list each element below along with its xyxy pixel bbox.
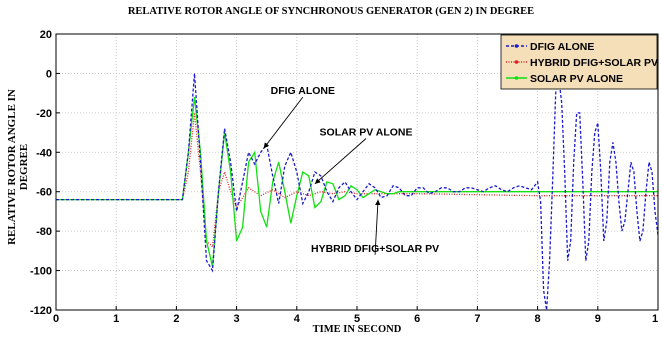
x-tick-label: 5	[354, 313, 360, 325]
chart-title: RELATIVE ROTOR ANGLE OF SYNCHRONOUS GENE…	[127, 6, 535, 17]
x-tick-label: 2	[173, 313, 179, 325]
legend-label: HYBRID DFIG+SOLAR PV	[530, 57, 658, 69]
x-tick-label: 8	[535, 313, 541, 325]
x-tick-label: 0	[53, 313, 59, 325]
y-tick-label: -40	[36, 147, 52, 159]
y-tick-label: -60	[36, 187, 52, 199]
legend-marker	[514, 76, 519, 80]
y-tick-label: -100	[30, 266, 52, 278]
x-tick-label: 6	[414, 313, 420, 325]
x-axis-label: TIME IN SECOND	[312, 324, 402, 335]
y-tick-label: -20	[36, 108, 52, 120]
x-tick-label: 4	[294, 313, 301, 325]
legend-label: DFIG ALONE	[530, 41, 594, 53]
annotation-arrow	[314, 138, 367, 185]
annotation-arrow	[263, 96, 304, 149]
x-tick-label: 1	[113, 313, 119, 325]
annotation-label: DFIG ALONE	[271, 85, 335, 97]
legend-marker	[514, 60, 519, 64]
axes-frame	[55, 33, 659, 311]
y-tick-label: -120	[30, 305, 52, 317]
y-tick-label: -80	[36, 226, 52, 238]
y-tick-label: 20	[40, 29, 52, 41]
annotation-arrow	[374, 199, 381, 255]
legend-label: SOLAR PV ALONE	[530, 73, 623, 85]
y-axis-label: RELATIVE ROTOR ANGLE IN DEGREE	[6, 89, 30, 245]
y-tick-label: 0	[46, 68, 52, 80]
series-line-1	[56, 73, 658, 310]
annotation-label: SOLAR PV ALONE	[320, 127, 413, 139]
x-tick-label: 1	[652, 313, 658, 325]
series-line-2	[56, 112, 658, 249]
legend-marker	[514, 44, 519, 48]
x-tick-label: 9	[595, 313, 601, 325]
x-tick-label: 3	[234, 313, 240, 325]
annotation-label: HYBRID DFIG+SOLAR PV	[311, 243, 439, 255]
x-tick-label: 7	[474, 313, 480, 325]
